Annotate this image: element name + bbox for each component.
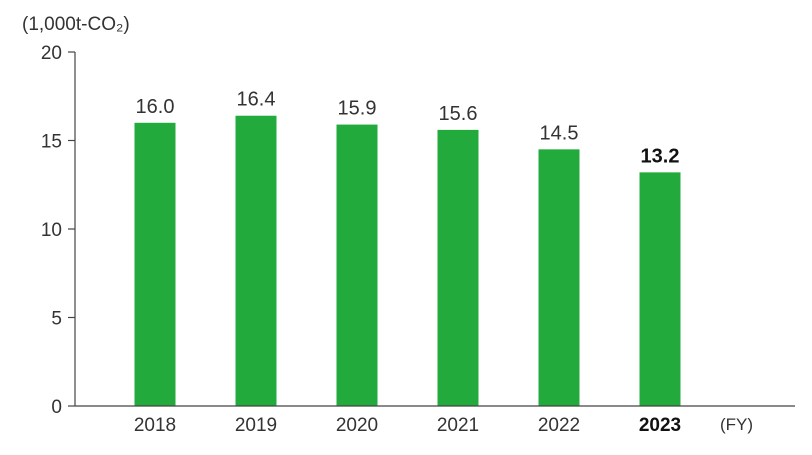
bar-2023 [639, 172, 681, 406]
y-tick-label: 10 [41, 220, 62, 241]
data-label-2021: 15.6 [439, 103, 478, 125]
bar-2022 [538, 149, 580, 406]
data-label-2022: 14.5 [540, 122, 579, 144]
bar-2021 [437, 129, 479, 406]
data-label-2019: 16.4 [237, 89, 276, 111]
y-axis-unit-label: (1,000t-CO₂) [22, 14, 130, 35]
x-tick-label-2022: 2022 [538, 415, 580, 436]
x-tick-label-2023: 2023 [639, 415, 681, 436]
bar-2020 [336, 124, 378, 406]
y-tick-label: 20 [41, 43, 62, 64]
x-tick-label-2019: 2019 [235, 415, 277, 436]
y-axis: 0 5 10 15 20 [41, 43, 76, 418]
x-tick-label-2018: 2018 [134, 415, 176, 436]
data-label-2018: 16.0 [136, 96, 175, 118]
x-axis-unit-label: (FY) [720, 415, 753, 434]
bars-group [134, 115, 681, 407]
x-axis: 2018 2019 2020 2021 2022 2023 [75, 405, 795, 436]
bar-2018 [134, 122, 176, 407]
y-tick-label: 0 [51, 397, 62, 418]
bar-2019 [235, 115, 277, 406]
y-tick-label: 5 [51, 309, 62, 330]
x-tick-label-2021: 2021 [437, 415, 479, 436]
y-tick-label: 15 [41, 132, 62, 153]
data-labels-group: 16.0 16.4 15.9 15.6 14.5 13.2 [136, 89, 680, 168]
data-label-2023: 13.2 [641, 145, 680, 167]
data-label-2020: 15.9 [338, 98, 377, 120]
x-tick-label-2020: 2020 [336, 415, 378, 436]
